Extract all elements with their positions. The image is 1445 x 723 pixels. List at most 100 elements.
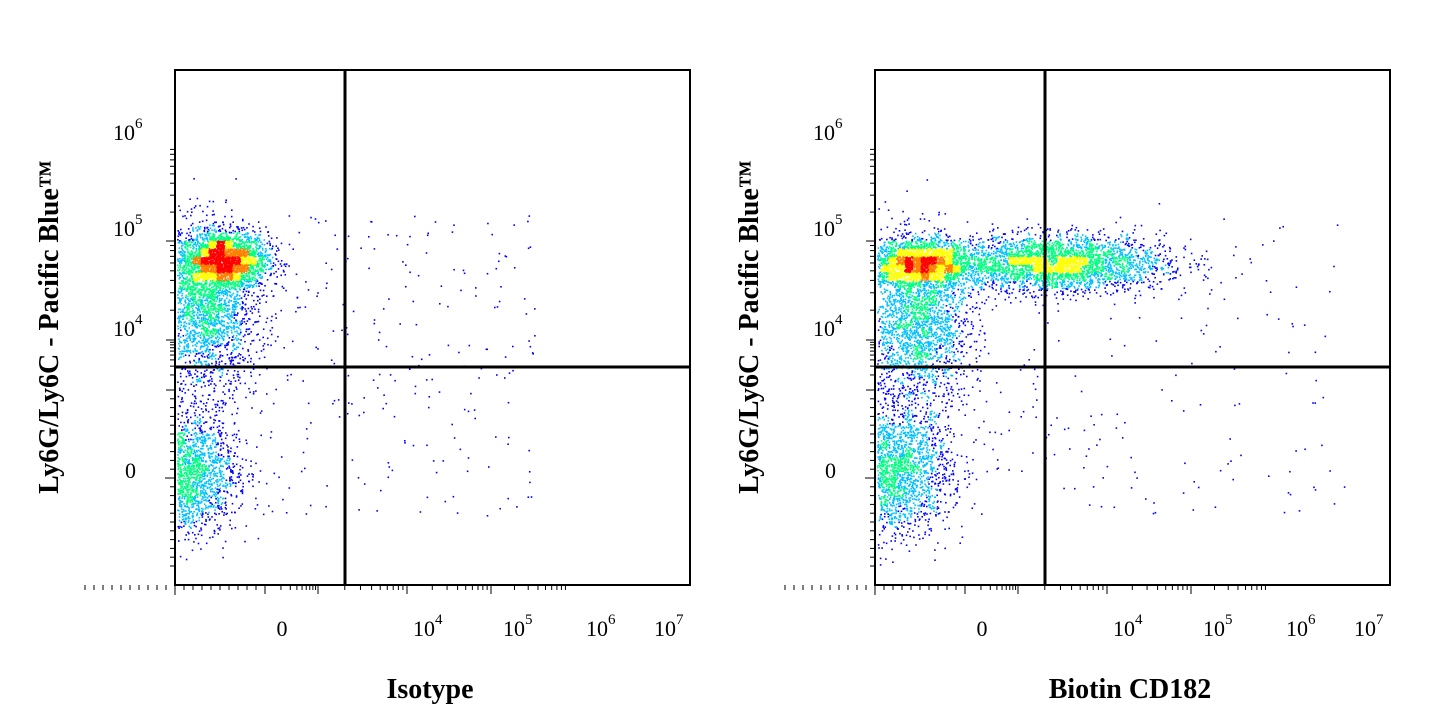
event-dot (211, 263, 213, 265)
event-dot (180, 321, 182, 323)
event-dot (272, 248, 274, 250)
event-dot (212, 303, 214, 305)
event-dot (245, 397, 247, 399)
event-dot (243, 243, 245, 245)
event-dot (192, 296, 194, 298)
event-dot (189, 327, 191, 329)
event-dot (222, 311, 224, 313)
event-dot (218, 339, 220, 341)
event-dot (193, 321, 195, 323)
event-dot (242, 256, 244, 258)
event-dot (218, 320, 220, 322)
event-dot (186, 307, 188, 309)
event-dot (244, 236, 246, 238)
event-dot (251, 295, 253, 297)
event-dot (265, 251, 267, 253)
event-dot (219, 299, 221, 301)
event-dot (180, 309, 182, 311)
event-dot (193, 178, 195, 180)
event-dot (200, 276, 202, 278)
event-dot (237, 270, 239, 272)
event-dot (246, 329, 248, 331)
event-dot (254, 242, 256, 244)
event-dot (227, 249, 229, 251)
event-dot (194, 284, 196, 286)
event-dot (203, 278, 205, 280)
event-dot (234, 282, 236, 284)
event-dot (214, 390, 216, 392)
event-dot (193, 278, 195, 280)
event-dot (249, 286, 251, 288)
event-dot (177, 275, 179, 277)
event-dot (202, 211, 204, 213)
event-dot (256, 321, 258, 323)
event-dot (179, 300, 181, 302)
event-dot (242, 239, 244, 241)
event-dot (178, 348, 180, 350)
event-dot (256, 285, 258, 287)
event-dot (202, 304, 204, 306)
event-dot (208, 230, 210, 232)
event-dot (242, 356, 244, 358)
event-dot (269, 245, 271, 247)
event-dot (216, 288, 218, 290)
event-dot (256, 265, 258, 267)
event-dot (211, 241, 213, 243)
event-dot (233, 245, 235, 247)
event-dot (253, 292, 255, 294)
event-dot (199, 322, 201, 324)
event-dot (229, 383, 231, 385)
event-dot (208, 335, 210, 337)
event-dot (226, 480, 228, 482)
event-dot (184, 346, 186, 348)
event-dot (214, 260, 216, 262)
event-dot (225, 305, 227, 307)
event-dot (267, 231, 269, 233)
event-dot (186, 242, 188, 244)
event-dot (218, 246, 220, 248)
event-dot (185, 384, 187, 386)
event-dot (178, 309, 180, 311)
event-dot (235, 356, 237, 358)
event-dot (207, 260, 209, 262)
event-dot (297, 307, 299, 309)
event-dot (242, 241, 244, 243)
event-dot (225, 363, 227, 365)
event-dot (235, 251, 237, 253)
event-dot (275, 313, 277, 315)
event-dot (238, 267, 240, 269)
event-dot (204, 255, 206, 257)
event-dot (225, 289, 227, 291)
event-dot (221, 298, 223, 300)
event-dot (200, 361, 202, 363)
event-dot (231, 332, 233, 334)
event-dot (187, 304, 189, 306)
event-dot (233, 309, 235, 311)
event-dot (244, 370, 246, 372)
event-dot (211, 275, 213, 277)
event-dot (192, 227, 194, 229)
event-dot (235, 349, 237, 351)
event-dot (246, 313, 248, 315)
event-dot (185, 335, 187, 337)
event-dot (183, 285, 185, 287)
event-dot (217, 271, 219, 273)
event-dot (238, 481, 240, 483)
event-dot (219, 361, 221, 363)
event-dot (255, 321, 257, 323)
event-dot (194, 289, 196, 291)
event-dot (190, 247, 192, 249)
event-dot (195, 245, 197, 247)
event-dot (250, 358, 252, 360)
event-dot (253, 272, 255, 274)
event-dot (181, 275, 183, 277)
event-dot (252, 476, 254, 478)
event-dot (239, 304, 241, 306)
event-dot (202, 271, 204, 273)
event-dot (272, 327, 274, 329)
event-dot (286, 263, 288, 265)
event-dot (195, 296, 197, 298)
event-dot (241, 268, 243, 270)
event-dot (181, 354, 183, 356)
event-dot (181, 342, 183, 344)
